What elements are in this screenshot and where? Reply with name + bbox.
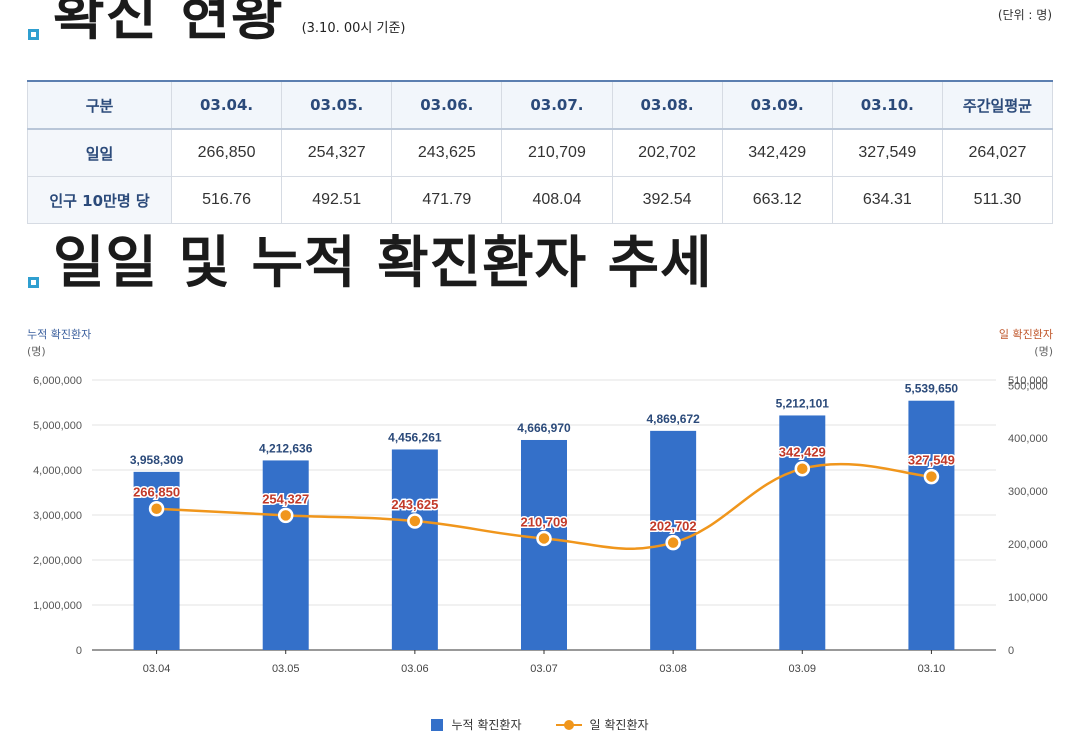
x-tick-label: 03.07: [530, 663, 558, 675]
x-tick-label: 03.06: [401, 663, 429, 675]
right-tick-label: 510,000: [1008, 375, 1048, 387]
header-cell: 03.04.: [170, 80, 283, 130]
bar-value-label: 4,869,672: [646, 412, 700, 426]
heading-bullet-icon: [28, 29, 39, 40]
bar-value-label: 5,212,101: [776, 396, 830, 410]
right-tick-label: 0: [1008, 645, 1014, 657]
line-point: [794, 460, 811, 477]
header-cell: 구분: [27, 80, 172, 130]
header-cell: 03.05.: [281, 80, 393, 130]
stats-table: 구분 03.04. 03.05. 03.06. 03.07. 03.08. 03…: [27, 80, 1054, 224]
left-tick-label: 5,000,000: [33, 420, 82, 432]
table-cell: 663.12: [721, 176, 833, 224]
table-cell: 266,850: [170, 128, 283, 177]
table-row: 인구 10만명 당 516.76 492.51 471.79 408.04 39…: [27, 176, 1054, 224]
table-cell: 202,702: [611, 128, 723, 177]
x-tick-label: 03.05: [272, 663, 300, 675]
left-axis-title: 누적 확진환자 (명): [27, 326, 91, 360]
bar-value-label: 4,456,261: [388, 430, 442, 444]
left-tick-label: 6,000,000: [33, 375, 82, 387]
legend-item-daily[interactable]: 일 확진환자: [555, 716, 649, 733]
line-point: [665, 534, 681, 551]
x-tick-label: 03.04: [143, 663, 171, 675]
row-label: 인구 10만명 당: [27, 176, 172, 224]
left-tick-label: 1,000,000: [33, 600, 82, 612]
right-axis-title: 일 확진환자 (명): [999, 326, 1053, 360]
section2-heading: 일일 및 누적 확진환자 추세: [28, 232, 713, 296]
combo-chart: 0 1,000,000 2,000,000 3,000,000 4,000,000 5,0…: [33, 375, 1048, 675]
chart-legend: 누적 확진환자 일 확진환자: [0, 716, 1080, 733]
legend-line-swatch-icon: [555, 719, 582, 731]
bar-value-label: 4,666,970: [517, 421, 571, 435]
x-tick-label: 03.08: [659, 663, 687, 675]
header-cell: 주간일평균: [941, 80, 1054, 130]
table-header-row: 구분 03.04. 03.05. 03.06. 03.07. 03.08. 03…: [27, 80, 1054, 130]
section1-subtitle: (3.10. 00시 기준): [301, 21, 406, 36]
table-cell: 264,027: [941, 128, 1054, 177]
table-cell: 243,625: [391, 128, 503, 177]
table-cell: 210,709: [501, 128, 613, 177]
table-cell: 492.51: [281, 176, 393, 224]
line-point: [148, 500, 165, 517]
right-axis-unit: (명): [1034, 345, 1053, 358]
bar-value-label: 3,958,309: [130, 453, 184, 467]
line-value-label: 202,702: [650, 519, 697, 534]
header-cell: 03.09.: [721, 80, 833, 130]
right-axis-title-text: 일 확진환자: [998, 328, 1053, 341]
right-tick-label: 500,000: [1008, 380, 1048, 392]
table-cell: 516.76: [170, 176, 283, 224]
bar: [262, 460, 309, 650]
line-value-label: 254,327: [262, 491, 309, 506]
left-tick-label: 0: [76, 645, 82, 657]
table-cell: 342,429: [721, 128, 833, 177]
line-point: [536, 530, 552, 547]
table-cell: 471.79: [391, 176, 503, 224]
bar: [779, 415, 826, 650]
bar-value-label: 5,539,650: [905, 382, 959, 396]
table-cell: 408.04: [501, 176, 613, 224]
table-cell: 327,549: [831, 128, 943, 177]
table-row: 일일 266,850 254,327 243,625 210,709 202,7…: [27, 128, 1054, 177]
section2-title: 일일 및 누적 확진환자 추세: [53, 231, 713, 296]
left-tick-label: 4,000,000: [33, 465, 82, 477]
line-value-label: 210,709: [521, 514, 568, 529]
row-label: 일일: [27, 128, 172, 177]
table-cell: 254,327: [281, 128, 393, 177]
header-cell: 03.10.: [831, 80, 943, 130]
table-cell: 511.30: [941, 176, 1054, 224]
line-value-label: 327,549: [908, 453, 955, 468]
left-axis-unit: (명): [27, 345, 46, 358]
left-tick-label: 2,000,000: [33, 555, 82, 567]
right-tick-label: 100,000: [1008, 592, 1048, 604]
bar: [908, 400, 955, 650]
line-value-label: 266,850: [133, 485, 180, 500]
legend-label-cumulative: 누적 확진환자: [451, 718, 522, 732]
right-tick-label: 400,000: [1008, 433, 1048, 445]
legend-label-daily: 일 확진환자: [589, 718, 649, 732]
bar-value-label: 4,212,636: [259, 441, 313, 455]
legend-bar-swatch-icon: [431, 718, 444, 731]
table-cell: 392.54: [611, 176, 723, 224]
header-cell: 03.07.: [501, 80, 613, 130]
table-cell: 634.31: [831, 176, 943, 224]
left-axis-title-text: 누적 확진환자: [27, 328, 92, 341]
right-tick-label: 300,000: [1008, 486, 1048, 498]
right-tick-label: 200,000: [1008, 539, 1048, 551]
section1-heading: 확진 현황 (3.10. 00시 기준): [28, 0, 406, 48]
section1-title: 확진 현황: [53, 0, 284, 48]
x-tick-label: 03.10: [918, 663, 946, 675]
header-cell: 03.08.: [611, 80, 723, 130]
line-point: [407, 513, 423, 529]
line-value-label: 243,625: [391, 497, 438, 512]
unit-label: (단위 : 명): [997, 8, 1052, 22]
bar: [391, 449, 438, 650]
heading-bullet-icon: [28, 277, 39, 288]
line-point: [923, 468, 940, 485]
line-point: [277, 507, 294, 524]
x-tick-label: 03.09: [789, 663, 817, 675]
legend-item-cumulative[interactable]: 누적 확진환자: [431, 716, 522, 733]
line-value-label: 342,429: [779, 445, 826, 460]
header-cell: 03.06.: [391, 80, 503, 130]
left-tick-label: 3,000,000: [33, 510, 82, 522]
